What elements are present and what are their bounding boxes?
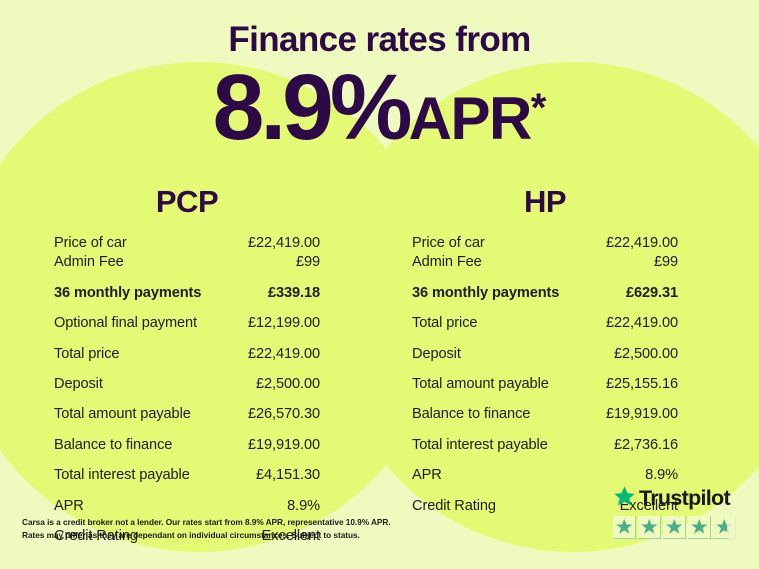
finance-row-value: £99: [295, 254, 320, 271]
finance-row-value: Excellent: [619, 497, 678, 514]
finance-row: Total price £22,419.00: [412, 314, 678, 333]
finance-row-value: £19,919.00: [605, 406, 678, 423]
finance-row-value: £99: [653, 254, 678, 271]
trustpilot-star-icon: [713, 516, 736, 539]
trustpilot-stars: [613, 516, 741, 539]
rate-value: 8.9%: [212, 55, 413, 160]
trustpilot-name: Trustpilot: [639, 486, 731, 511]
finance-row: Admin Fee £99: [412, 253, 678, 272]
finance-row-value: £22,419.00: [247, 345, 320, 362]
header: Finance rates from 8.9%APR*: [0, 0, 759, 154]
disclaimer-line-2: Rates may differ as they are dependant o…: [22, 529, 360, 540]
finance-row: Total interest payable £2,736.16: [412, 436, 678, 455]
finance-row-label: Total interest payable: [54, 467, 190, 484]
finance-column-hp: HP Price of car £22,419.00 Admin Fee £99 36 …: [400, 186, 690, 516]
finance-row-label: Balance to finance: [412, 406, 531, 423]
finance-row-label: Admin Fee: [412, 254, 482, 271]
rate-unit-label: APR: [408, 85, 533, 153]
column-title-hp: HP: [523, 184, 567, 219]
finance-row: Deposit £2,500.00: [412, 345, 678, 364]
finance-row: Credit Rating Excellent: [54, 527, 320, 546]
trustpilot-wordmark: Trustpilot: [613, 485, 741, 513]
trustpilot-rating[interactable]: Trustpilot: [613, 485, 741, 539]
finance-row: Optional final payment £12,199.00: [54, 314, 320, 333]
trustpilot-star-icon: [638, 516, 661, 539]
finance-row: 36 monthly payments £629.31: [412, 284, 678, 303]
finance-row-value: £22,419.00: [605, 235, 678, 251]
finance-row: APR 8.9%: [54, 497, 320, 516]
trustpilot-star-icon: [613, 516, 636, 539]
trustpilot-star-icon: [663, 516, 686, 539]
trustpilot-star-icon: [613, 485, 636, 513]
finance-row-value: £2,500.00: [255, 376, 320, 393]
finance-row: Balance to finance £19,919.00: [54, 436, 320, 455]
finance-row-value: £12,199.00: [247, 315, 320, 332]
finance-row: Total amount payable £25,155.16: [412, 375, 678, 394]
finance-row-label: Optional final payment: [54, 315, 198, 332]
finance-row-label: Balance to finance: [54, 436, 173, 453]
page-title: Finance rates from: [228, 20, 531, 59]
column-title-pcp: PCP: [155, 184, 219, 219]
finance-row-label: Price of car: [412, 235, 485, 251]
finance-row-label: Total price: [54, 345, 120, 362]
finance-row-value: 8.9%: [287, 497, 320, 514]
finance-row: Price of car £22,419.00: [54, 234, 320, 253]
finance-row-value: £22,419.00: [605, 315, 678, 332]
rate-line: 8.9%APR*: [0, 59, 759, 154]
finance-row: Total amount payable £26,570.30: [54, 405, 320, 424]
finance-row-label: Total price: [412, 315, 478, 332]
finance-row-value: £2,500.00: [613, 345, 678, 362]
finance-row-value: £25,155.16: [605, 376, 678, 393]
finance-row-label: Total interest payable: [412, 436, 548, 453]
finance-row-value: £629.31: [625, 284, 678, 301]
finance-table-pcp: Price of car £22,419.00 Admin Fee £99 36 mon…: [42, 234, 332, 546]
finance-row-label: Deposit: [412, 345, 461, 362]
finance-row-label: Credit Rating: [412, 497, 496, 514]
finance-row: Total price £22,419.00: [54, 345, 320, 364]
finance-row: Total interest payable £4,151.30: [54, 466, 320, 485]
finance-row: Admin Fee £99: [54, 253, 320, 272]
finance-row: Deposit £2,500.00: [54, 375, 320, 394]
finance-row-label: 36 monthly payments: [54, 284, 202, 301]
finance-row-label: Total amount payable: [412, 376, 549, 393]
finance-row-label: APR: [412, 467, 442, 484]
finance-row: Balance to finance £19,919.00: [412, 405, 678, 424]
finance-row-value: Excellent: [261, 528, 320, 545]
finance-row: Credit Rating Excellent: [412, 497, 678, 516]
finance-row-label: Credit Rating: [54, 528, 138, 545]
finance-row-label: APR: [54, 497, 84, 514]
finance-row-value: £2,736.16: [613, 436, 678, 453]
finance-row-label: Price of car: [54, 235, 127, 251]
finance-row-label: Admin Fee: [54, 254, 124, 271]
finance-column-pcp: PCP Price of car £22,419.00 Admin Fee £99 36…: [42, 186, 332, 546]
background-blob-right: [328, 62, 759, 552]
asterisk-marker: *: [530, 86, 547, 131]
disclaimer-line-1: Carsa is a credit broker not a lender. O…: [22, 517, 391, 527]
finance-row-value: £339.18: [267, 284, 320, 301]
finance-row-value: £19,919.00: [247, 436, 320, 453]
finance-table-hp: Price of car £22,419.00 Admin Fee £99 36 mon…: [400, 234, 690, 516]
disclaimer-text: Carsa is a credit broker not a lender. O…: [22, 516, 442, 542]
finance-row: 36 monthly payments £339.18: [54, 284, 320, 303]
finance-row-value: 8.9%: [645, 467, 678, 484]
trustpilot-star-icon: [688, 516, 711, 539]
finance-row-value: £4,151.30: [255, 467, 320, 484]
finance-row-label: 36 monthly payments: [412, 284, 560, 301]
finance-row-label: Deposit: [54, 376, 103, 393]
finance-row-value: £22,419.00: [247, 235, 320, 251]
finance-row: Price of car £22,419.00: [412, 234, 678, 253]
finance-row: APR 8.9%: [412, 466, 678, 485]
finance-row-label: Total amount payable: [54, 406, 191, 423]
finance-row-value: £26,570.30: [247, 406, 320, 423]
